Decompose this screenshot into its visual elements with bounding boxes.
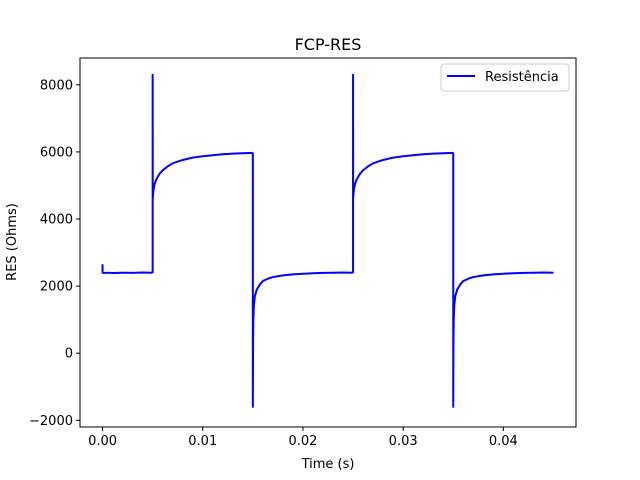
x-tick-label: 0.03 [389,434,418,449]
series-layer [101,73,554,408]
legend: Resistência [440,63,570,92]
plot-background [80,58,576,427]
y-tick-label: 8000 [40,78,73,93]
y-axis-label: RES (Ohms) [5,203,20,281]
y-tick-label: −2000 [29,414,73,429]
y-tick-label: 6000 [40,145,73,160]
legend-box [440,63,570,92]
x-tick-label: 0.02 [288,434,317,449]
y-axis: −2000 0 2000 4000 6000 8000 [29,78,80,429]
x-tick-label: 0.01 [188,434,217,449]
legend-label: Resistência [485,70,559,85]
y-tick-label: 4000 [40,213,73,228]
x-axis-label: Time (s) [301,457,355,472]
x-axis: 0.00 0.01 0.02 0.03 0.04 [88,427,518,449]
chart-title: FCP-RES [295,35,362,54]
x-tick-label: 0.04 [489,434,518,449]
x-tick-label: 0.00 [88,434,117,449]
series-line [101,73,554,408]
plot-area [79,57,577,428]
y-tick-label: 0 [65,347,73,362]
plot-frame [79,57,577,428]
y-tick-label: 2000 [40,280,73,295]
